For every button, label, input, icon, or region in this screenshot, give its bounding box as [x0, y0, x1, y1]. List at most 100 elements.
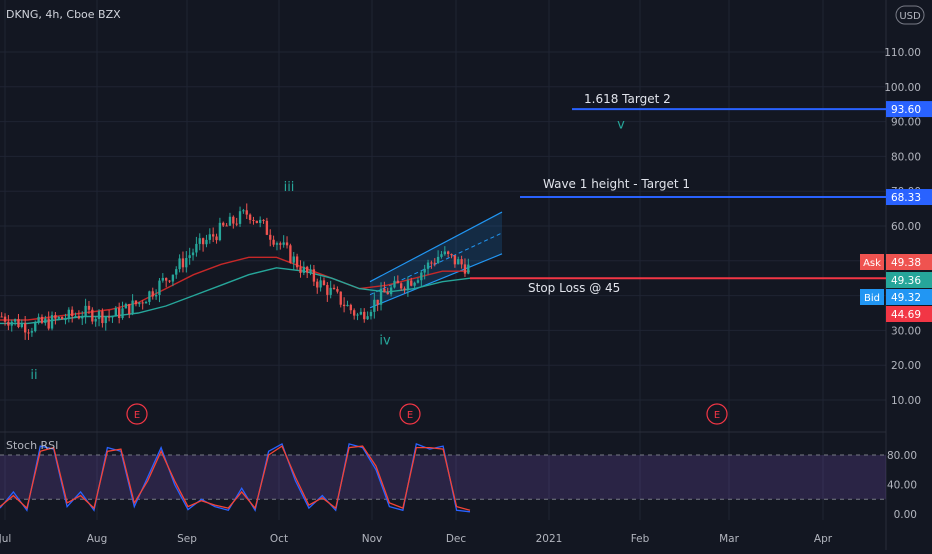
candle-body — [319, 280, 322, 288]
candle-body — [332, 287, 336, 290]
candle-body — [171, 274, 175, 282]
candle-body — [410, 280, 413, 286]
earnings-text: E — [714, 410, 720, 421]
quote-price-tag — [886, 306, 932, 322]
candle-body — [10, 321, 13, 326]
time-tick-label: Mar — [719, 533, 739, 545]
time-axis[interactable]: Jul Aug Sep Oct Nov Dec 2021 Feb Mar Apr — [0, 533, 833, 545]
price-tick-label: 30.00 — [891, 325, 921, 337]
candle-body — [443, 251, 446, 255]
candle-body — [97, 311, 101, 319]
candle-body — [134, 300, 138, 305]
candle-body — [396, 280, 399, 284]
candle-body — [111, 316, 114, 318]
quote-price-tag — [886, 272, 932, 288]
candle-body — [201, 238, 205, 245]
quote-price-tag — [886, 254, 932, 270]
candle-body — [262, 219, 265, 221]
candle-body — [366, 316, 369, 320]
candle-body — [312, 269, 316, 282]
earnings-circle — [126, 403, 148, 425]
candle-body — [74, 315, 77, 317]
candle-body — [373, 299, 376, 312]
horizontal-levels[interactable]: 1.618 Target 2 Wave 1 height - Target 1 St… — [470, 92, 886, 295]
candle-body — [3, 316, 7, 322]
candle-body — [349, 304, 352, 311]
quote-side-text: Ask — [863, 258, 881, 269]
earnings-marker[interactable]: E — [126, 403, 148, 425]
target1-price-tag-text: 68.33 — [891, 192, 921, 204]
currency-button[interactable]: USD — [895, 5, 925, 25]
candle-body — [148, 291, 151, 302]
candle-body — [460, 259, 463, 265]
candle-body — [225, 225, 228, 227]
time-tick-label: Apr — [814, 533, 833, 545]
candle-body — [50, 315, 54, 329]
candle-body — [154, 295, 158, 297]
ma-red-line — [0, 256, 470, 321]
candle-body — [447, 251, 450, 254]
candle-body — [118, 308, 121, 318]
channel-upper-line[interactable] — [369, 211, 503, 283]
candle-body — [379, 288, 383, 305]
candle-body — [131, 300, 134, 315]
quote-side-tag — [860, 254, 884, 270]
candle-body — [13, 319, 17, 322]
candle-body — [138, 302, 141, 305]
candle-body — [467, 264, 470, 274]
candle-body — [450, 253, 453, 256]
candle-body — [205, 239, 208, 245]
candle-body — [91, 309, 94, 322]
quote-price-tag-text: 49.38 — [891, 257, 921, 269]
earnings-marker[interactable]: E — [706, 403, 728, 425]
earnings-marker[interactable]: E — [399, 403, 421, 425]
candle-body — [309, 269, 312, 273]
target1-price-tag — [886, 189, 932, 206]
stoch-rsi-label[interactable]: Stoch RSI — [6, 439, 58, 452]
stoch-tick-label: 0.00 — [894, 509, 917, 521]
symbol-title[interactable]: DKNG, 4h, Cboe BZX — [6, 8, 121, 21]
candle-body — [232, 216, 235, 224]
candle-body — [463, 264, 467, 274]
candle-body — [40, 316, 44, 323]
time-tick-label: Aug — [87, 533, 108, 545]
candle-body — [436, 256, 440, 264]
level-label: Stop Loss @ 45 — [528, 281, 620, 295]
candle-body — [151, 291, 154, 297]
candle-body — [363, 311, 366, 320]
time-tick-label: Feb — [631, 533, 650, 545]
candle-body — [0, 316, 3, 318]
time-tick-label: Sep — [177, 533, 197, 545]
candle-body — [285, 242, 289, 246]
candle-body — [195, 243, 198, 253]
quote-price-tag — [886, 289, 932, 305]
candle-body — [77, 315, 81, 319]
candle-body — [433, 262, 436, 264]
earnings-circle — [706, 403, 728, 425]
candle-body — [420, 272, 423, 281]
time-tick-label: Dec — [446, 533, 467, 545]
time-tick-label: Nov — [362, 533, 383, 545]
candle-body — [30, 331, 34, 333]
candle-body — [269, 234, 272, 240]
quote-price-tag-text: 49.32 — [891, 292, 921, 304]
candle-body — [104, 316, 107, 324]
candle-body — [81, 317, 84, 319]
channel-lower-line[interactable] — [369, 253, 503, 309]
earnings-circle — [399, 403, 421, 425]
target2-price-tag — [886, 101, 932, 118]
candle-body — [37, 316, 40, 323]
candle-body — [161, 277, 164, 281]
candle-body — [228, 216, 232, 226]
candle-body — [222, 222, 225, 226]
candle-body — [198, 238, 201, 244]
candle-body — [252, 219, 255, 221]
quote-side-tag — [860, 289, 884, 305]
candle-body — [383, 288, 386, 293]
candles — [0, 203, 470, 340]
candle-body — [188, 255, 191, 258]
